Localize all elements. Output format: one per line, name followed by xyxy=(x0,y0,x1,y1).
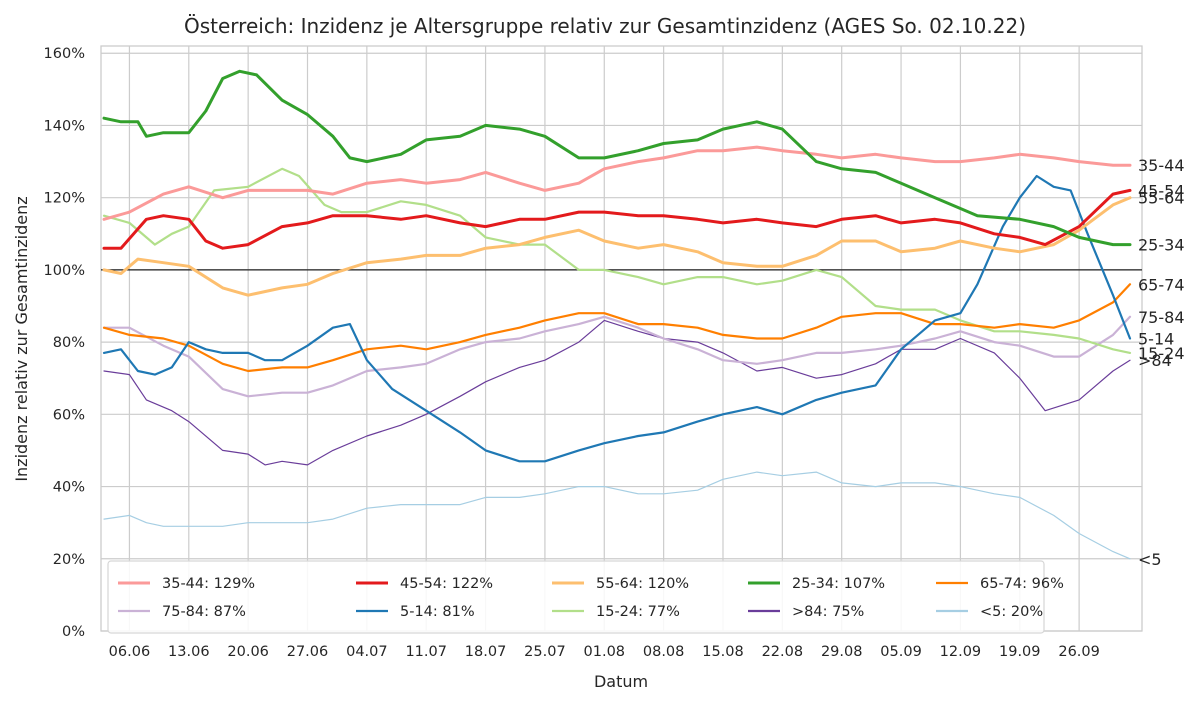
x-tick-label: 05.09 xyxy=(880,644,922,660)
x-tick-label: 06.06 xyxy=(109,644,151,660)
series-end-label: 15-24 xyxy=(1138,344,1185,363)
legend: 35-44: 129% 45-54: 122% 55-64: 120% 25-34: … xyxy=(107,560,1064,634)
legend-entry: 65-74: 96% xyxy=(980,576,1064,592)
legend-entry: 75-84: 87% xyxy=(162,604,246,620)
legend-entry: 45-54: 122% xyxy=(400,576,493,592)
y-tick-label: 40% xyxy=(53,480,85,496)
series-line--5 xyxy=(103,471,1131,560)
x-tick-label: 22.08 xyxy=(762,644,804,660)
y-tick-label: 120% xyxy=(44,191,85,207)
series-line-15-24 xyxy=(102,167,1132,354)
series-end-label: 45-54 xyxy=(1138,181,1185,200)
series-line--84 xyxy=(103,319,1131,466)
x-tick-label: 25.07 xyxy=(524,644,566,660)
x-tick-label: 26.09 xyxy=(1058,644,1100,660)
series-end-label: <5 xyxy=(1138,550,1162,569)
y-tick-label: 60% xyxy=(53,407,85,423)
chart-title: Österreich: Inzidenz je Altersgruppe rel… xyxy=(184,14,1026,38)
x-tick-label: 01.08 xyxy=(584,644,626,660)
series-end-label: 25-34 xyxy=(1138,236,1185,255)
y-tick-label: 0% xyxy=(62,624,85,640)
series-line-45-54 xyxy=(102,188,1132,250)
series-line-55-64 xyxy=(102,196,1132,297)
series-lines xyxy=(102,69,1132,560)
x-tick-label: 19.09 xyxy=(999,644,1041,660)
x-tick-label: 04.07 xyxy=(346,644,388,660)
x-tick-label: 20.06 xyxy=(227,644,269,660)
series-end-label: 5-14 xyxy=(1138,330,1174,349)
x-axis: 06.06 13.06 20.06 27.06 04.07 11.07 18.07 25.07… xyxy=(109,644,1100,660)
y-axis-label: Inzidenz relativ zur Gesamtinzidenz xyxy=(12,196,31,481)
y-tick-label: 20% xyxy=(53,552,85,568)
x-tick-label: 27.06 xyxy=(287,644,329,660)
series-end-label: 55-64 xyxy=(1138,189,1185,208)
legend-box xyxy=(107,560,1045,634)
y-tick-label: 160% xyxy=(44,46,85,62)
series-line-75-84 xyxy=(102,315,1132,398)
legend-entry: 5-14: 81% xyxy=(400,604,475,620)
y-tick-label: 140% xyxy=(44,118,85,134)
series-line-65-74 xyxy=(102,283,1132,373)
x-axis-label: Datum xyxy=(594,672,648,691)
y-axis: 0% 20% 40% 60% 80% 100% 120% 140% 160% xyxy=(44,46,85,640)
series-end-label: 75-84 xyxy=(1138,308,1185,327)
series-end-label: 65-74 xyxy=(1138,275,1185,294)
x-tick-label: 15.08 xyxy=(702,644,744,660)
y-tick-label: 80% xyxy=(53,335,85,351)
plot-area xyxy=(100,45,1143,632)
series-line-25-34 xyxy=(102,69,1132,247)
legend-entry: 35-44: 129% xyxy=(162,576,255,592)
x-tick-label: 11.07 xyxy=(405,644,447,660)
legend-entry: 55-64: 120% xyxy=(596,576,689,592)
series-line-5-14 xyxy=(102,174,1132,463)
series-line-35-44 xyxy=(102,145,1132,221)
x-tick-label: 13.06 xyxy=(168,644,210,660)
series-end-label: >84 xyxy=(1138,351,1172,370)
x-tick-label: 12.09 xyxy=(940,644,982,660)
series-end-label: 35-44 xyxy=(1138,156,1185,175)
x-tick-label: 29.08 xyxy=(821,644,863,660)
legend-entry: >84: 75% xyxy=(792,604,864,620)
x-tick-label: 08.08 xyxy=(643,644,685,660)
legend-entry: 25-34: 107% xyxy=(792,576,885,592)
x-tick-label: 18.07 xyxy=(465,644,507,660)
legend-entry: 15-24: 77% xyxy=(596,604,680,620)
y-tick-label: 100% xyxy=(44,263,85,279)
legend-entry: <5: 20% xyxy=(980,604,1043,620)
